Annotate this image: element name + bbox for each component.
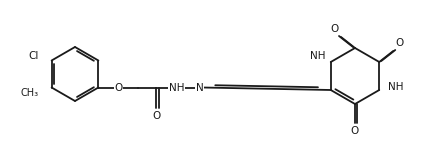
Text: NH: NH	[388, 82, 403, 92]
Text: O: O	[394, 38, 402, 48]
Text: O: O	[330, 24, 339, 34]
Text: O: O	[350, 126, 358, 136]
Text: NH: NH	[168, 82, 184, 92]
Text: N: N	[195, 82, 203, 92]
Text: NH: NH	[309, 51, 325, 61]
Text: Cl: Cl	[28, 50, 39, 61]
Text: O: O	[152, 111, 160, 120]
Text: O: O	[114, 82, 122, 92]
Text: CH₃: CH₃	[20, 87, 39, 98]
